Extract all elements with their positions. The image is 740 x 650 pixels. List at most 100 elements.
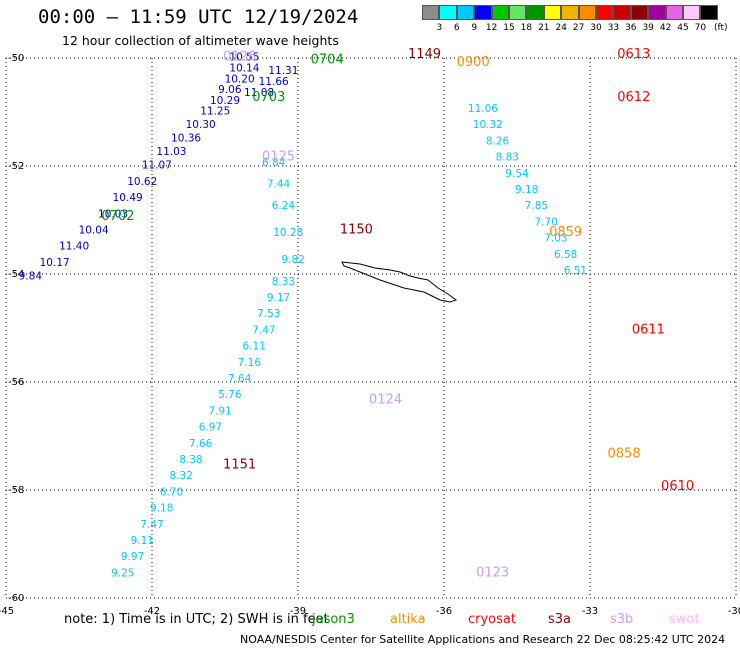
data-point-label: 7.16 [238,357,262,369]
y-tick-label: -60 [8,593,24,604]
data-point-label: 10.04 [79,225,109,237]
pass-time-label: 0703 [252,90,285,105]
x-tick-label: -45 [0,606,14,617]
data-point-label: 7.53 [257,308,280,320]
data-point-label: 10.36 [171,133,201,145]
data-point-label: 11.07 [142,160,172,172]
data-point-label: 11.08 [244,87,274,99]
data-point-label: 9.54 [505,168,529,180]
data-point-label: 8.32 [170,470,193,482]
data-point-label: 6.24 [272,200,296,212]
data-point-label: 7.47 [140,519,163,531]
data-point-label: 8.33 [272,276,295,288]
data-point-label: 9.25 [111,567,134,579]
scale-label: 12 [485,23,498,33]
page-subtitle: 12 hour collection of altimeter wave hei… [62,33,339,48]
pass-time-label: 0124 [369,393,402,408]
pass-time-label: 0900 [457,55,490,70]
data-point-label: 11.31 [268,65,298,77]
data-point-label: 10.14 [229,63,259,75]
scale-swatch [683,5,701,20]
x-tick-label: -33 [582,606,598,617]
scale-swatch [474,5,492,20]
data-point-label: 7.03 [544,233,567,245]
island-outline [341,261,458,303]
data-point-label: 10.28 [273,227,303,239]
data-point-label: 9.82 [281,254,304,266]
pass-time-label: 0613 [617,47,650,62]
data-point-label: 6.58 [554,249,577,261]
data-point-label: 10.49 [113,192,143,204]
data-point-label: 6.97 [199,422,222,434]
page-title: 00:00 – 11:59 UTC 12/19/2024 [38,6,359,28]
scale-label: 36 [625,23,637,33]
data-point-label: 7.70 [535,216,558,228]
scale-swatch [596,5,614,20]
data-point-label: 7.44 [267,179,291,191]
scale-label: 9 [471,23,478,33]
scale-unit: (ft) [714,23,728,33]
y-tick-label: -50 [8,53,24,64]
data-point-label: 6.11 [243,341,266,353]
scale-swatch [700,5,718,20]
data-point-label: 10.03 [98,208,128,220]
data-point-label: 9.97 [121,551,144,563]
y-tick-label: -58 [8,485,24,496]
data-point-label: 10.55 [229,52,259,64]
scale-label: 39 [642,23,654,33]
data-point-label: 8.26 [486,135,510,147]
scale-swatch [422,5,440,20]
data-point-label: 7.66 [189,438,213,450]
scale-label: 33 [607,23,620,33]
scale-swatch [543,5,562,20]
scale-swatch [578,5,596,20]
scale-swatch [630,5,649,20]
mission-label: swot [669,612,700,627]
data-point-label: 11.66 [259,76,289,88]
y-tick-label: -52 [8,161,24,172]
data-point-label: 9.18 [150,503,173,515]
scale-label: 30 [590,23,602,33]
data-point-label: 11.06 [468,103,498,115]
scale-label: 3 [436,23,443,33]
x-tick-label: -36 [436,606,452,617]
pass-time-label: 0610 [661,479,694,494]
data-point-label: 6.70 [160,486,183,498]
scale-label: 45 [677,23,689,33]
pass-time-label: 0126 [223,50,256,65]
data-point-label: 9.11 [131,535,154,547]
pass-time-label: 0859 [549,225,582,240]
data-point-label: 7.85 [525,200,548,212]
scale-label: 21 [538,23,550,33]
scale-label: 70 [694,23,707,33]
data-point-label: 9.17 [267,292,290,304]
mission-label: jason3 [312,612,355,627]
axis-ticks: -45 -42 -39 -36 -33 -30 -50 -52 -54 -56 -58 -60 [0,53,740,617]
pass-time-label: 1151 [223,457,256,472]
data-point-label: 10.62 [127,176,157,188]
mission-label: cryosat [468,612,516,627]
data-point-label: 10.20 [225,73,255,85]
data-point-label: 9.06 [218,84,242,96]
pass-time-label: 0702 [101,209,134,224]
scale-swatch [561,5,579,20]
data-point-label: 8.83 [496,152,519,164]
data-point-label: 6.51 [564,265,587,277]
data-point-label: 9.84 [19,270,43,282]
pass-time-label: 0611 [632,322,665,337]
pass-time-label: 0612 [617,90,650,105]
scale-swatch [491,5,509,20]
data-point-label: 9.18 [515,184,538,196]
scale-swatch [456,5,475,20]
scale-swatch [648,5,666,20]
x-tick-label: -42 [144,606,160,617]
scale-label: 24 [555,23,567,33]
y-tick-label: -54 [8,269,24,280]
scale-swatch [509,5,527,20]
pass-time-label: 0125 [262,150,295,165]
data-points: 10.5510.1410.209.0610.2911.2510.3010.361… [19,52,587,580]
data-point-label: 8.38 [179,454,202,466]
scale-swatch [665,5,683,20]
pass-time-label: 1150 [340,223,373,238]
